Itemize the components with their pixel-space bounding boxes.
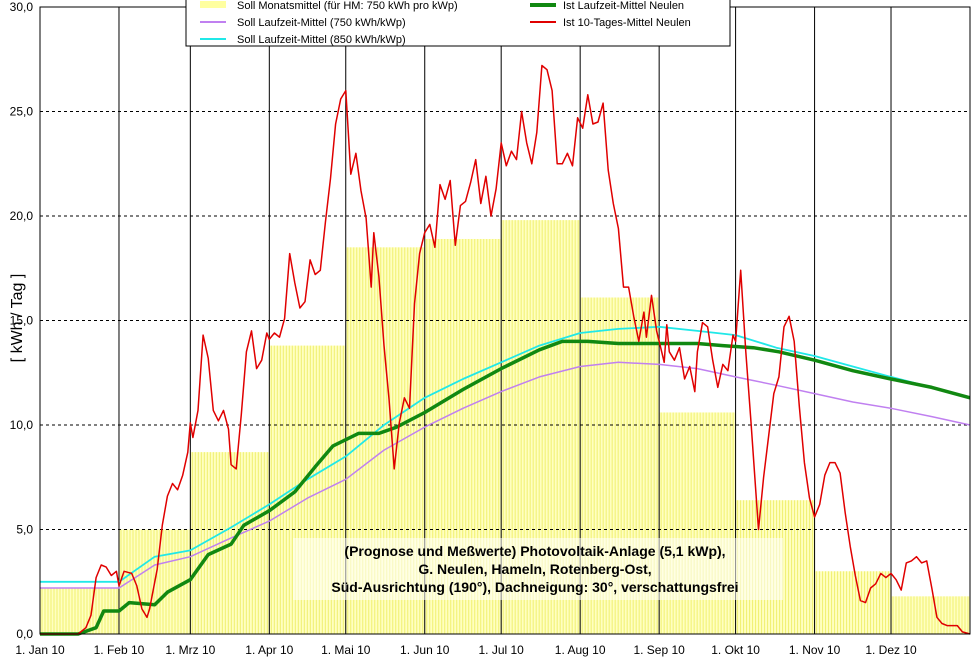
y-tick-label: 5,0 (16, 523, 33, 537)
annotation-line-2: G. Neulen, Hameln, Rotenberg-Ost, (418, 561, 651, 577)
x-tick-label: 1. Mai 10 (321, 643, 371, 657)
y-tick-label: 30,0 (10, 0, 34, 14)
x-tick-label: 1. Nov 10 (789, 643, 841, 657)
y-tick-label: 25,0 (10, 105, 34, 119)
grid-lines (40, 7, 970, 634)
legend-swatch-bars (200, 1, 226, 8)
series-lines (40, 64, 971, 636)
y-axis-ticks: 0,0 5,0 10,0 15,0 20,0 25,0 30,0 (10, 0, 34, 641)
x-tick-label: 1. Jan 10 (15, 643, 65, 657)
legend-label-soll-750: Soll Laufzeit-Mittel (750 kWh/kWp) (237, 17, 406, 29)
annotation: (Prognose und Meßwerte) Photovoltaik-Anl… (293, 538, 783, 600)
legend-label-ist-laufzeit: Ist Laufzeit-Mittel Neulen (563, 0, 684, 12)
x-tick-label: 1. Apr 10 (245, 643, 293, 657)
legend: Soll Monatsmittel (für HM: 750 kWh pro k… (185, 0, 731, 47)
bar-12 (891, 596, 970, 634)
y-tick-label: 0,0 (16, 627, 33, 641)
x-tick-label: 1. Mrz 10 (165, 643, 215, 657)
legend-box (185, 0, 731, 47)
x-tick-label: 1. Aug 10 (555, 643, 606, 657)
x-tick-label: 1. Dez 10 (865, 643, 917, 657)
y-tick-label: 20,0 (10, 209, 34, 223)
legend-label-soll-850: Soll Laufzeit-Mittel (850 kWh/kWp) (237, 34, 406, 46)
series-line-1 (40, 361, 971, 589)
y-tick-label: 10,0 (10, 418, 34, 432)
series-line-4 (40, 64, 971, 635)
annotation-line-3: Süd-Ausrichtung (190°), Dachneigung: 30°… (331, 579, 738, 595)
annotation-line-1: (Prognose und Meßwerte) Photovoltaik-Anl… (344, 543, 725, 559)
annotation-background (293, 538, 783, 600)
legend-label-bars: Soll Monatsmittel (für HM: 750 kWh pro k… (237, 0, 458, 12)
x-tick-label: 1. Okt 10 (711, 643, 760, 657)
y-tick-label: 15,0 (10, 314, 34, 328)
x-tick-label: 1. Jun 10 (400, 643, 450, 657)
x-axis-ticks: 1. Jan 10 1. Feb 10 1. Mrz 10 1. Apr 10 1. M… (15, 643, 917, 657)
legend-label-ist-10-tage: Ist 10-Tages-Mittel Neulen (563, 17, 691, 29)
x-tick-label: 1. Feb 10 (94, 643, 145, 657)
series-line-2 (40, 325, 971, 583)
x-tick-label: 1. Sep 10 (633, 643, 685, 657)
y-axis-label: [ kWh / Tag ] (9, 274, 26, 363)
x-tick-label: 1. Jul 10 (478, 643, 524, 657)
